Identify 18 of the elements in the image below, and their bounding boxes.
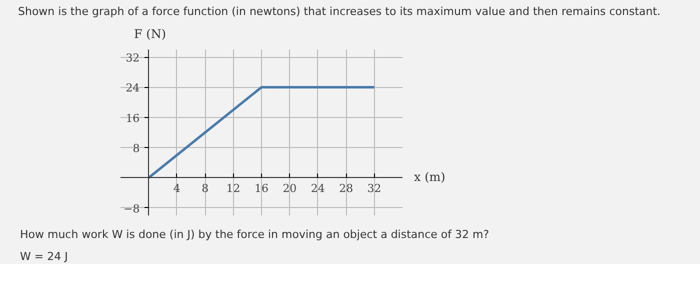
x-tick-label: 8 <box>202 182 209 195</box>
y-tick-label: 16 <box>126 112 140 125</box>
y-tick-label: 24 <box>126 82 140 95</box>
chart-title: Shown is the graph of a force function (in newtons) that increases to its maximum value and then remains constant. <box>18 4 661 20</box>
y-tick-label: −8 <box>123 202 140 216</box>
x-tick-label: 12 <box>226 182 240 195</box>
y-tick-label: 8 <box>132 142 140 155</box>
y-axis-title: F (N) <box>134 26 166 43</box>
x-tick-label: 20 <box>282 182 297 195</box>
text: How much work W is done (in J) by the force in moving an object a distance of 32 m? <box>20 226 490 243</box>
x-tick-label: 28 <box>339 182 354 195</box>
x-tick-label: 16 <box>254 182 268 195</box>
x-tick-label: 32 <box>367 182 382 195</box>
text: W = 24 J <box>20 248 68 264</box>
x-tick-label: 4 <box>173 182 180 195</box>
x-tick-label: 24 <box>310 182 325 195</box>
y-tick-label: 32 <box>126 51 140 64</box>
x-axis-title: x (m) <box>414 168 446 186</box>
